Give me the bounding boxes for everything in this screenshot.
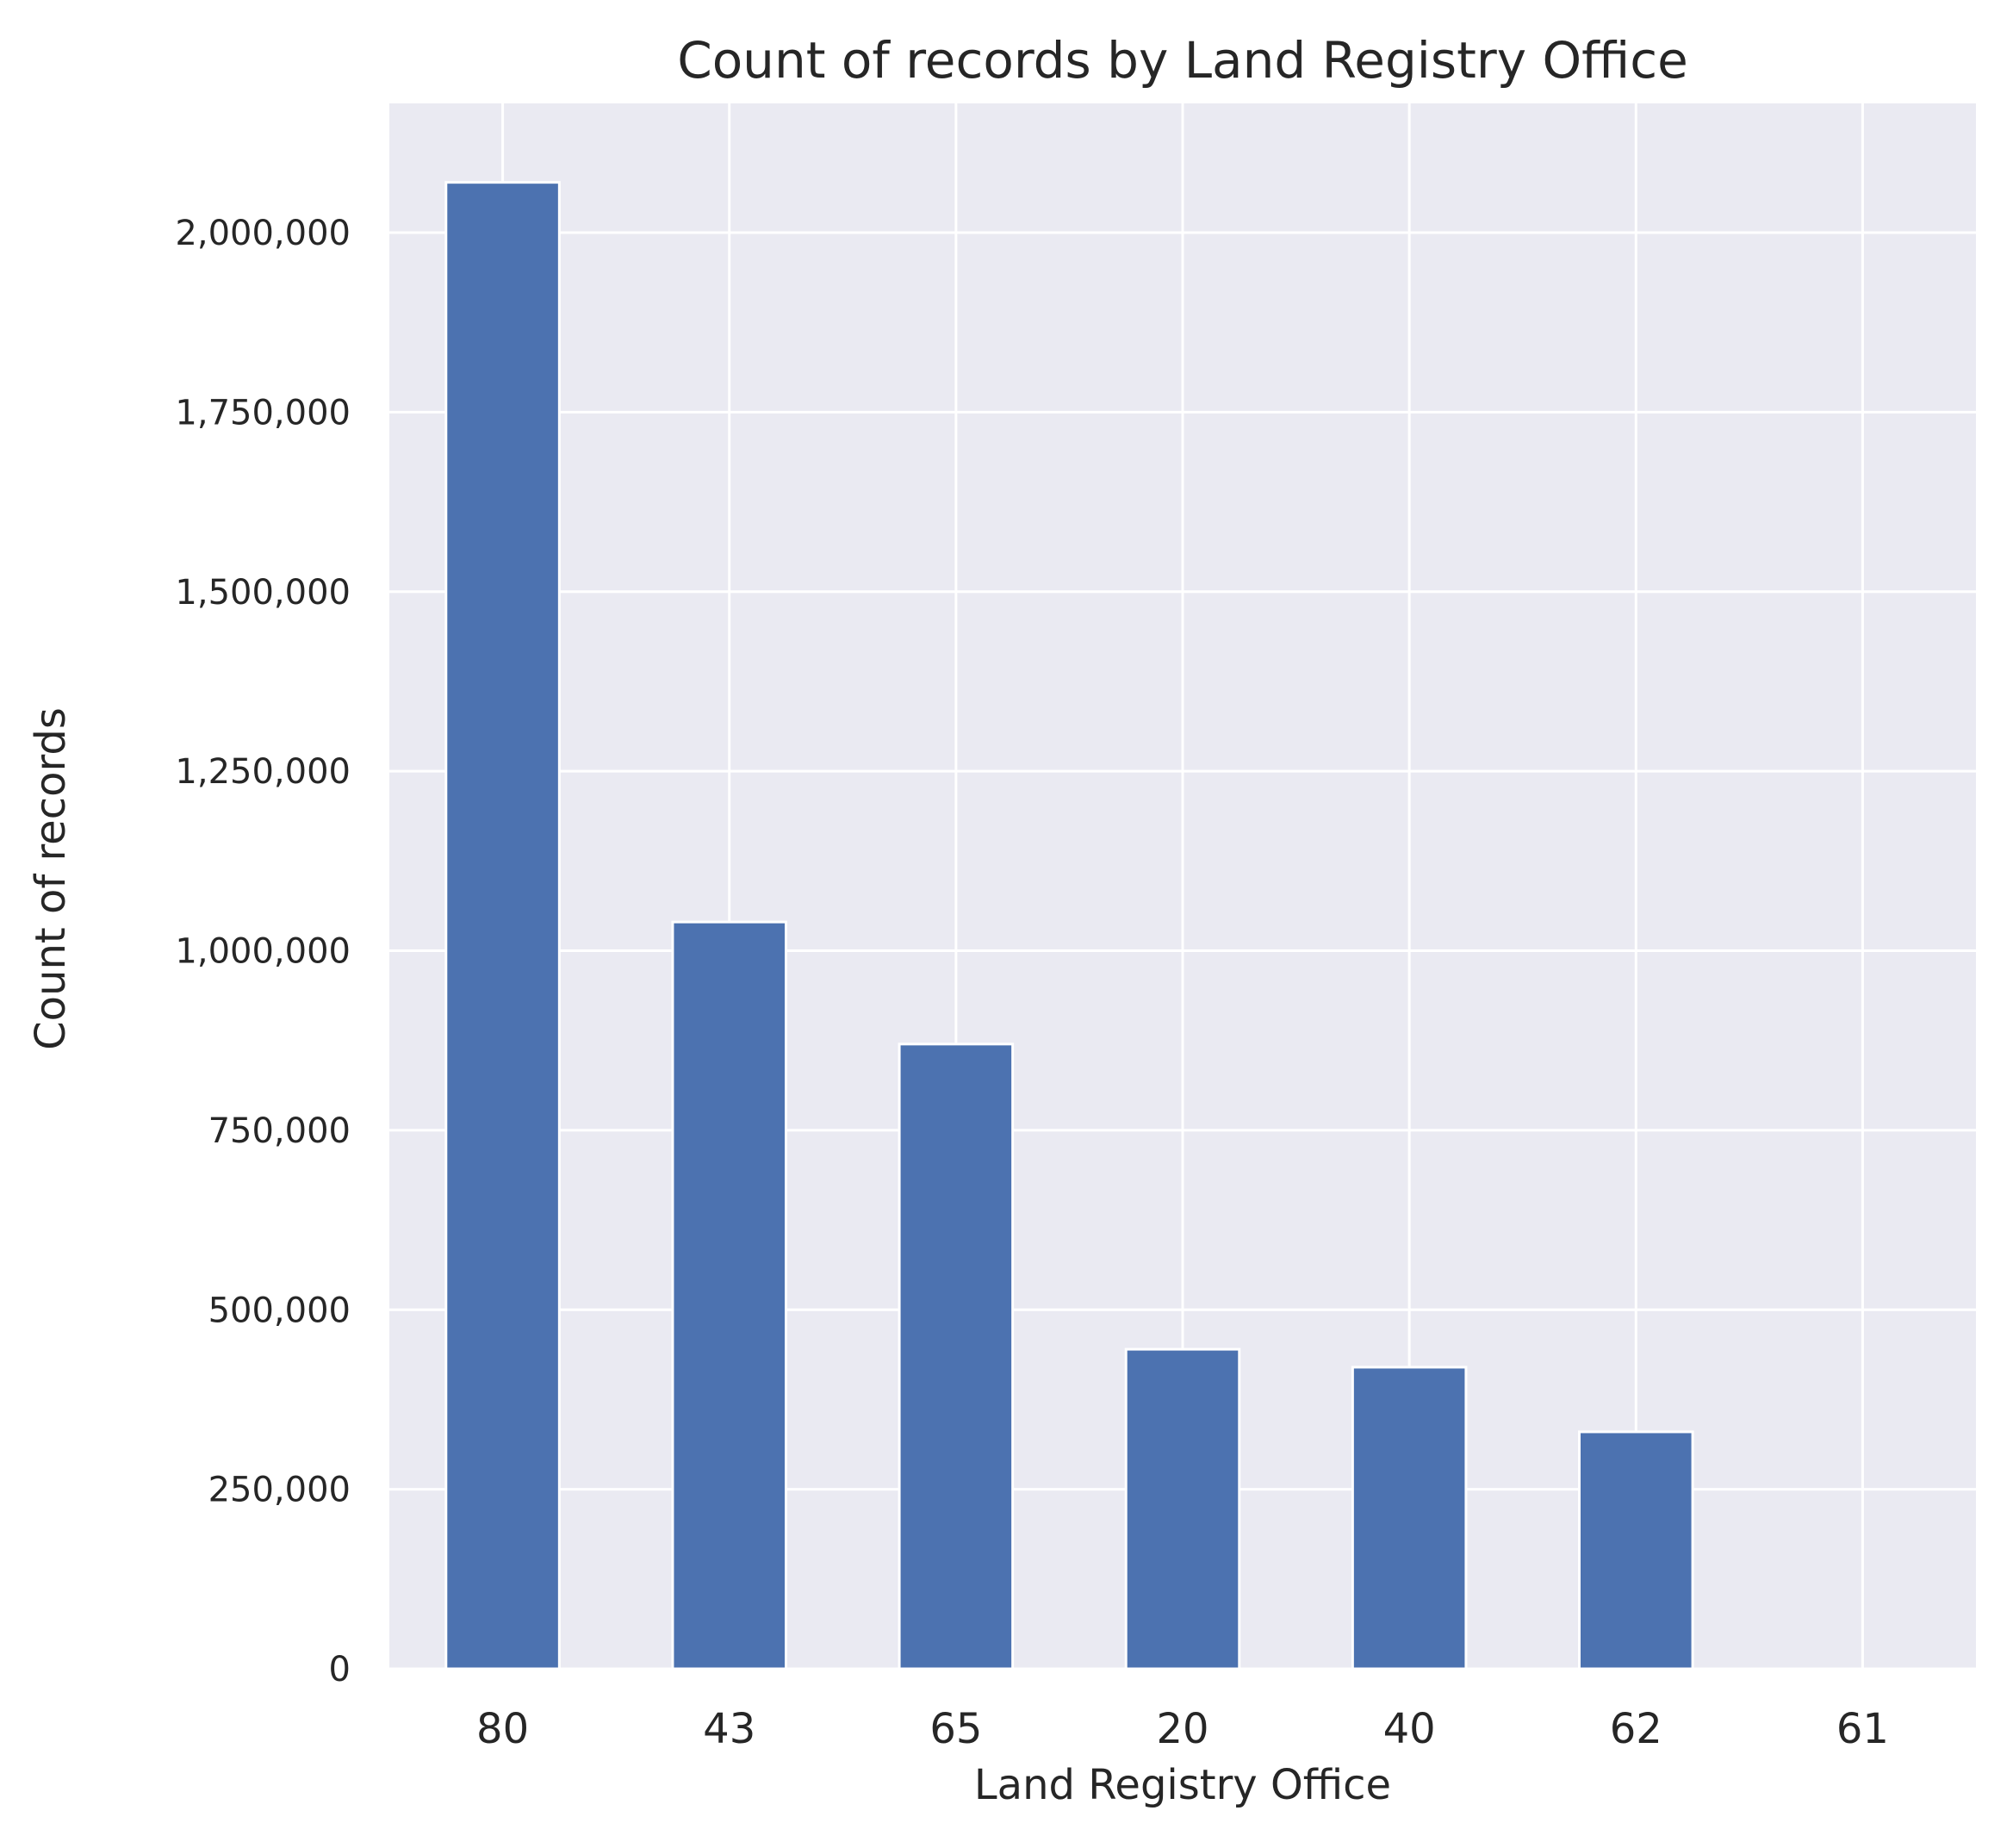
y-tick-label: 1,500,000 [175, 573, 351, 613]
bar-80 [444, 181, 561, 1671]
x-tick-label: 40 [1383, 1705, 1436, 1753]
x-axis-ticks: 80 43 65 20 40 62 61 [476, 1705, 1889, 1753]
x-tick-label: 80 [476, 1705, 529, 1753]
x-tick-label: 61 [1836, 1705, 1889, 1753]
x-axis-label: Land Registry Office [974, 1761, 1391, 1809]
x-tick-label: 43 [703, 1705, 755, 1753]
bar-65 [898, 1042, 1015, 1671]
y-axis-label: Count of records [27, 707, 75, 1050]
y-tick-label: 750,000 [208, 1111, 351, 1151]
bar-40 [1351, 1366, 1468, 1671]
x-tick-label: 65 [929, 1705, 982, 1753]
x-tick-label: 62 [1610, 1705, 1662, 1753]
y-tick-label: 250,000 [208, 1471, 351, 1510]
y-tick-label: 2,000,000 [175, 214, 351, 253]
x-tick-label: 20 [1156, 1705, 1208, 1753]
y-tick-label: 1,750,000 [175, 393, 351, 432]
y-tick-label: 1,000,000 [175, 932, 351, 972]
y-tick-label: 500,000 [208, 1291, 351, 1330]
chart-title: Count of records by Land Registry Office [677, 31, 1688, 90]
y-tick-label: 1,250,000 [175, 752, 351, 792]
bar-62 [1578, 1430, 1694, 1671]
bar-43 [671, 920, 788, 1671]
bar-20 [1124, 1347, 1241, 1671]
y-tick-label: 0 [329, 1650, 351, 1689]
bars [444, 181, 1694, 1671]
y-axis-ticks: 0 250,000 500,000 750,000 1,000,000 1,250,000… [175, 214, 351, 1689]
